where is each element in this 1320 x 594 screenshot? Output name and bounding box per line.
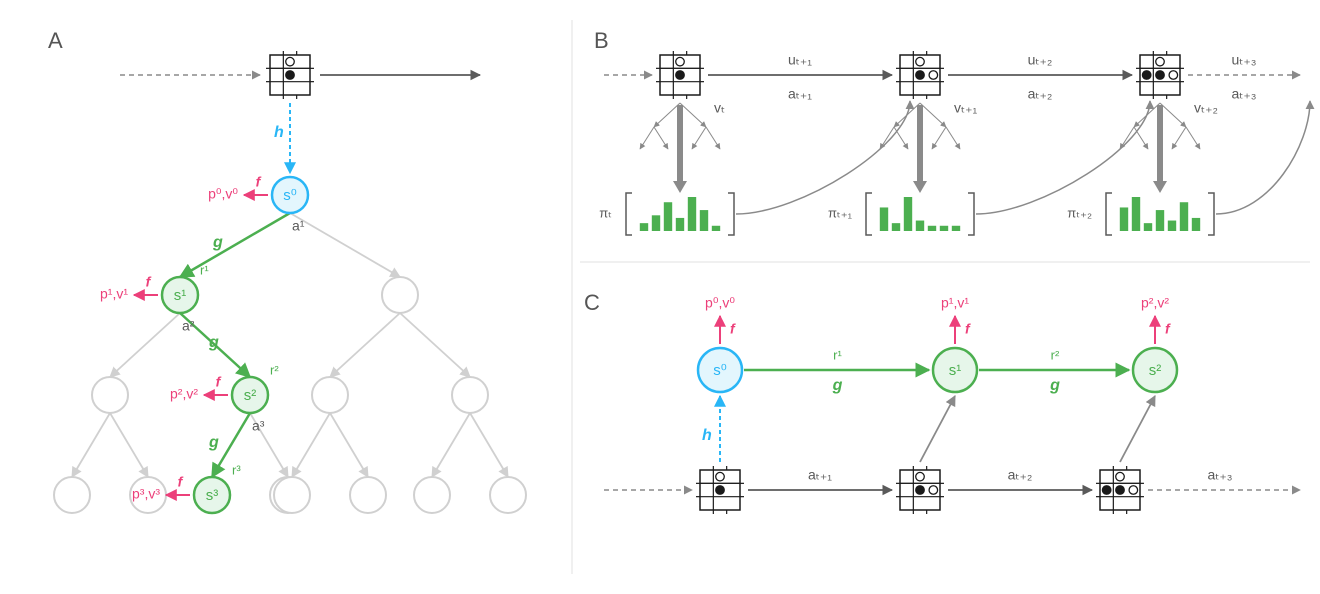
svg-text:g: g	[208, 434, 219, 451]
svg-text:aₜ₊₃: aₜ₊₃	[1231, 86, 1256, 102]
svg-text:g: g	[1049, 377, 1060, 394]
svg-text:s⁰: s⁰	[283, 187, 297, 204]
board-icon	[896, 466, 944, 514]
svg-text:p¹,v¹: p¹,v¹	[941, 295, 969, 311]
board-icon	[266, 51, 314, 99]
svg-text:f: f	[965, 321, 971, 337]
svg-text:s⁰: s⁰	[713, 362, 727, 379]
svg-text:r³: r³	[232, 462, 241, 477]
svg-text:vₜ: vₜ	[714, 100, 725, 116]
svg-text:g: g	[212, 234, 223, 251]
svg-text:h: h	[274, 124, 284, 141]
svg-text:aₜ₊₂: aₜ₊₂	[1028, 86, 1053, 102]
svg-text:uₜ₊₁: uₜ₊₁	[788, 52, 812, 68]
svg-text:uₜ₊₃: uₜ₊₃	[1231, 52, 1256, 68]
svg-text:g: g	[208, 334, 219, 351]
svg-text:f: f	[216, 374, 222, 390]
svg-text:aₜ₊₁: aₜ₊₁	[808, 467, 832, 483]
svg-text:aₜ₊₂: aₜ₊₂	[1008, 467, 1033, 483]
board-icon	[896, 51, 944, 99]
svg-text:r²: r²	[270, 362, 279, 377]
board-icon	[1136, 51, 1184, 99]
svg-text:πₜ₊₁: πₜ₊₁	[828, 205, 853, 220]
svg-text:s¹: s¹	[174, 287, 187, 304]
svg-text:p⁰,v⁰: p⁰,v⁰	[705, 295, 735, 311]
board-icon	[1096, 466, 1144, 514]
svg-text:p²,v²: p²,v²	[170, 386, 198, 402]
svg-text:f: f	[730, 321, 736, 337]
svg-text:πₜ₊₂: πₜ₊₂	[1067, 205, 1092, 220]
svg-text:f: f	[1165, 321, 1171, 337]
svg-text:aₜ₊₃: aₜ₊₃	[1207, 467, 1232, 483]
svg-text:r²: r²	[1051, 347, 1060, 362]
svg-text:uₜ₊₂: uₜ₊₂	[1028, 52, 1053, 68]
svg-text:g: g	[832, 377, 843, 394]
svg-text:a²: a²	[182, 318, 195, 334]
diagram-svg: hgr¹a¹gr²a²gr³a³s⁰s¹s²s³fp⁰,v⁰fp¹,v¹fp²,…	[0, 0, 1320, 594]
svg-text:h: h	[702, 427, 712, 444]
svg-text:πₜ: πₜ	[599, 205, 612, 220]
svg-text:vₜ₊₂: vₜ₊₂	[1194, 100, 1218, 116]
board-icon	[696, 466, 744, 514]
svg-text:p¹,v¹: p¹,v¹	[100, 286, 128, 302]
svg-text:f: f	[256, 174, 262, 190]
svg-text:s³: s³	[206, 487, 219, 504]
svg-text:a¹: a¹	[292, 218, 305, 234]
svg-text:r¹: r¹	[833, 347, 842, 362]
svg-text:s²: s²	[244, 387, 257, 404]
svg-text:p⁰,v⁰: p⁰,v⁰	[208, 186, 238, 202]
svg-text:vₜ₊₁: vₜ₊₁	[954, 100, 978, 116]
svg-text:aₜ₊₁: aₜ₊₁	[788, 86, 812, 102]
board-icon	[656, 51, 704, 99]
svg-text:s¹: s¹	[949, 362, 962, 379]
svg-text:p²,v²: p²,v²	[1141, 295, 1169, 311]
svg-text:a³: a³	[252, 418, 265, 434]
svg-text:r¹: r¹	[200, 262, 209, 277]
svg-text:p³,v³: p³,v³	[132, 486, 160, 502]
svg-text:f: f	[178, 474, 184, 490]
svg-text:f: f	[146, 274, 152, 290]
svg-text:s²: s²	[1149, 362, 1162, 379]
